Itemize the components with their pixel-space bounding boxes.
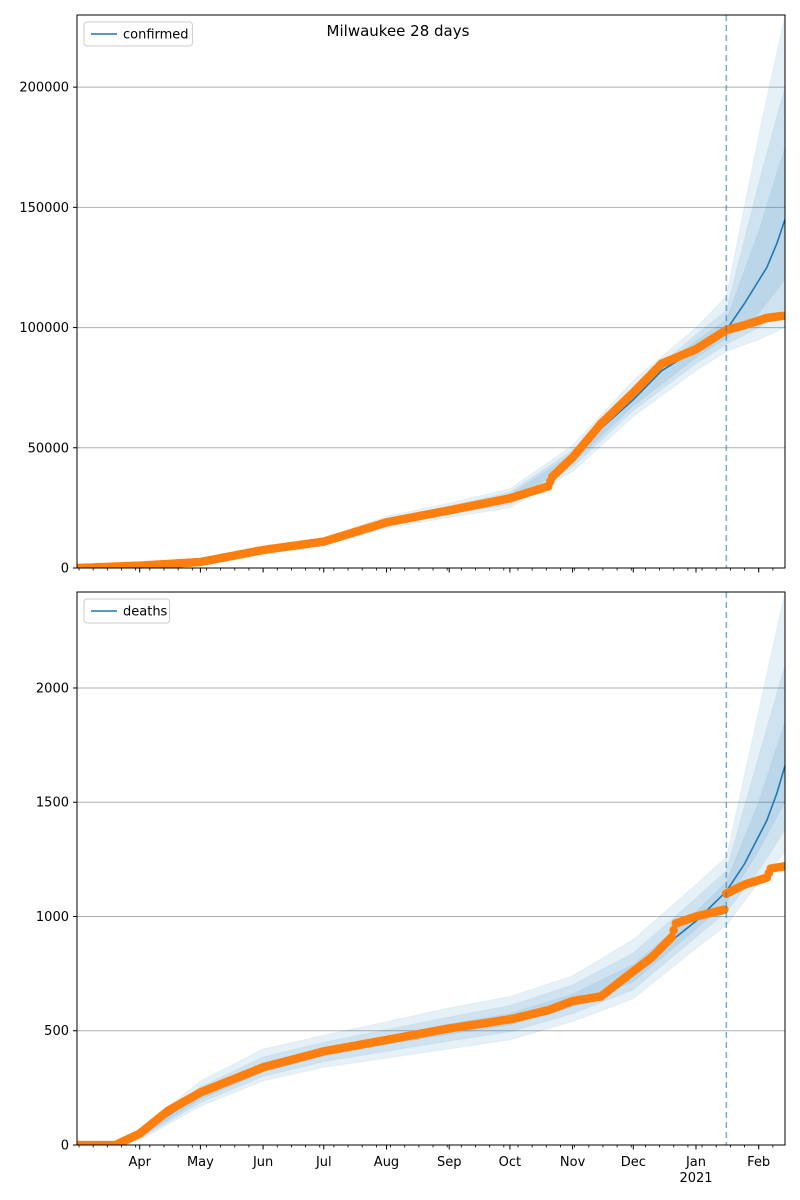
- x-year-label: 2021: [679, 1171, 712, 1186]
- confirmed-panel: 0 50000 100000 150000 200000 confirmed: [19, 14, 786, 577]
- deaths-band-0: [77, 592, 785, 1145]
- confirmed-legend: confirmed: [83, 21, 193, 47]
- legend-box: [83, 21, 193, 47]
- x-tick-label: Jan: [685, 1155, 706, 1170]
- y-tick-label: 0: [61, 1139, 69, 1154]
- deaths-observed-points: [77, 861, 785, 1145]
- deaths-observed-point: [669, 925, 678, 935]
- y-tick-label: 500: [44, 1024, 69, 1039]
- legend-box: [83, 598, 171, 624]
- x-tick-label: Sep: [437, 1155, 462, 1170]
- x-tick-label: Oct: [499, 1155, 521, 1170]
- y-tick-label: 2000: [36, 681, 69, 696]
- x-tick-label: Apr: [128, 1155, 151, 1170]
- legend-label: deaths: [123, 605, 168, 620]
- x-tick-label: Feb: [747, 1155, 770, 1170]
- x-tick-label: Nov: [560, 1155, 586, 1170]
- legend-label: confirmed: [123, 28, 189, 43]
- y-tick-label: 150000: [19, 201, 69, 216]
- confirmed-axes-frame: [76, 14, 786, 569]
- deaths-observed-point: [720, 905, 729, 914]
- x-tick-label: Aug: [374, 1155, 399, 1170]
- confirmed-observed-point: [780, 311, 785, 320]
- deaths-axes-frame: [76, 591, 786, 1146]
- y-tick-label: 200000: [19, 81, 69, 96]
- y-tick-label: 100000: [19, 321, 69, 336]
- x-tick-label: Dec: [621, 1155, 646, 1170]
- deaths-band-1: [77, 664, 785, 1145]
- y-tick-label: 1500: [36, 796, 69, 811]
- deaths-legend: deaths: [83, 598, 171, 624]
- confirmed-observed-points: [77, 311, 785, 568]
- deaths-observed-point: [667, 932, 676, 942]
- deaths-band-2: [77, 722, 785, 1145]
- x-tick-label: Jun: [252, 1155, 273, 1170]
- y-tick-label: 50000: [28, 441, 69, 456]
- confirmed-band-0: [77, 15, 785, 568]
- deaths-observed-point: [780, 861, 785, 871]
- chart-title: Milwaukee 28 days: [327, 22, 470, 40]
- y-tick-label: 0: [61, 562, 69, 577]
- y-tick-label: 1000: [36, 910, 69, 925]
- x-tick-label: May: [187, 1155, 214, 1170]
- x-tick-label: Jul: [315, 1155, 332, 1170]
- deaths-panel: 0 500 1000 1500 2000 Apr May Jun Jul Aug Sep Oct Nov…: [36, 591, 786, 1186]
